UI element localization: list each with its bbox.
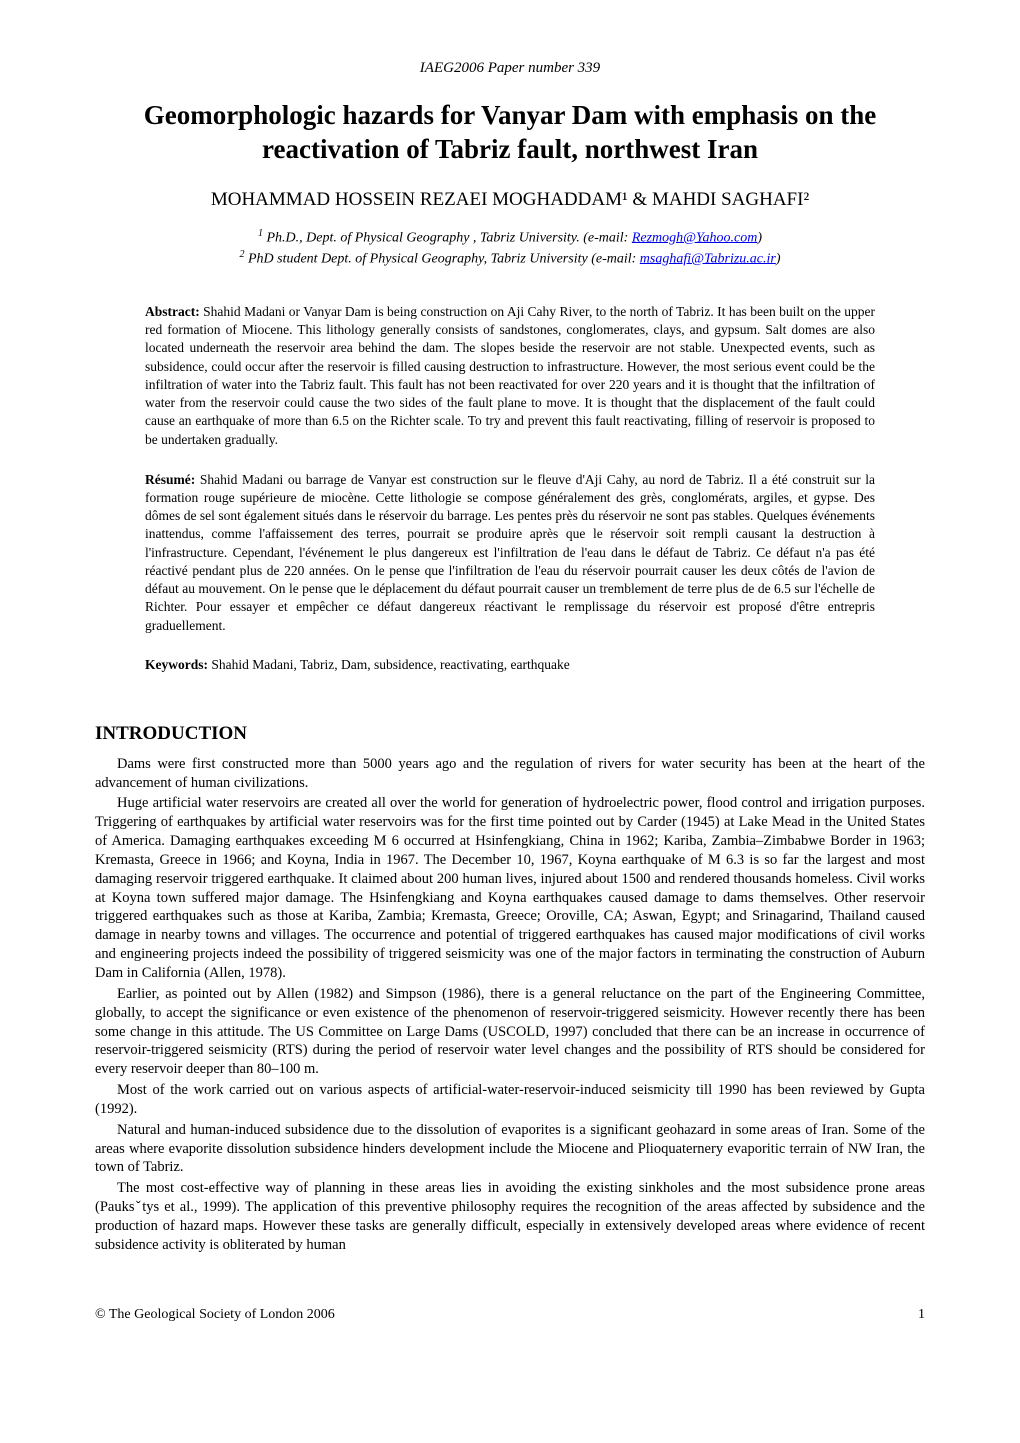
intro-paragraph-2: Huge artificial water reservoirs are cre… (95, 794, 925, 982)
intro-paragraph-1: Dams were first constructed more than 50… (95, 755, 925, 793)
affiliations: 1 Ph.D., Dept. of Physical Geography , T… (95, 227, 925, 270)
paper-title: Geomorphologic hazards for Vanyar Dam wi… (95, 99, 925, 167)
affiliation-2-text: PhD student Dept. of Physical Geography,… (244, 251, 639, 266)
authors-line: MOHAMMAD HOSSEIN REZAEI MOGHADDAM¹ & MAH… (95, 189, 925, 211)
abstract-text: Shahid Madani or Vanyar Dam is being con… (145, 304, 875, 447)
affiliation-1-close: ) (757, 230, 762, 245)
page-footer: © The Geological Society of London 2006 … (95, 1307, 925, 1323)
copyright-text: © The Geological Society of London 2006 (95, 1307, 335, 1323)
paper-number: IAEG2006 Paper number 339 (95, 60, 925, 77)
abstract-block: Abstract: Shahid Madani or Vanyar Dam is… (145, 303, 875, 449)
intro-paragraph-4: Most of the work carried out on various … (95, 1081, 925, 1119)
resume-label: Résumé: (145, 472, 195, 487)
affiliation-2-close: ) (776, 251, 781, 266)
affiliation-1-email-link[interactable]: Rezmogh@Yahoo.com (632, 230, 758, 245)
keywords-block: Keywords: Shahid Madani, Tabriz, Dam, su… (145, 657, 875, 673)
resume-block: Résumé: Shahid Madani ou barrage de Vany… (145, 471, 875, 635)
affiliation-1-text: Ph.D., Dept. of Physical Geography , Tab… (263, 230, 632, 245)
abstract-label: Abstract: (145, 304, 200, 319)
intro-paragraph-6: The most cost-effective way of planning … (95, 1179, 925, 1254)
keywords-label: Keywords: (145, 657, 208, 672)
intro-paragraph-5: Natural and human-induced subsidence due… (95, 1121, 925, 1178)
resume-text: Shahid Madani ou barrage de Vanyar est c… (145, 472, 875, 633)
keywords-text: Shahid Madani, Tabriz, Dam, subsidence, … (208, 657, 570, 672)
affiliation-2-email-link[interactable]: msaghafi@Tabrizu.ac.ir (640, 251, 776, 266)
section-heading-introduction: INTRODUCTION (95, 723, 925, 745)
intro-paragraph-3: Earlier, as pointed out by Allen (1982) … (95, 985, 925, 1079)
page-number: 1 (918, 1307, 925, 1323)
